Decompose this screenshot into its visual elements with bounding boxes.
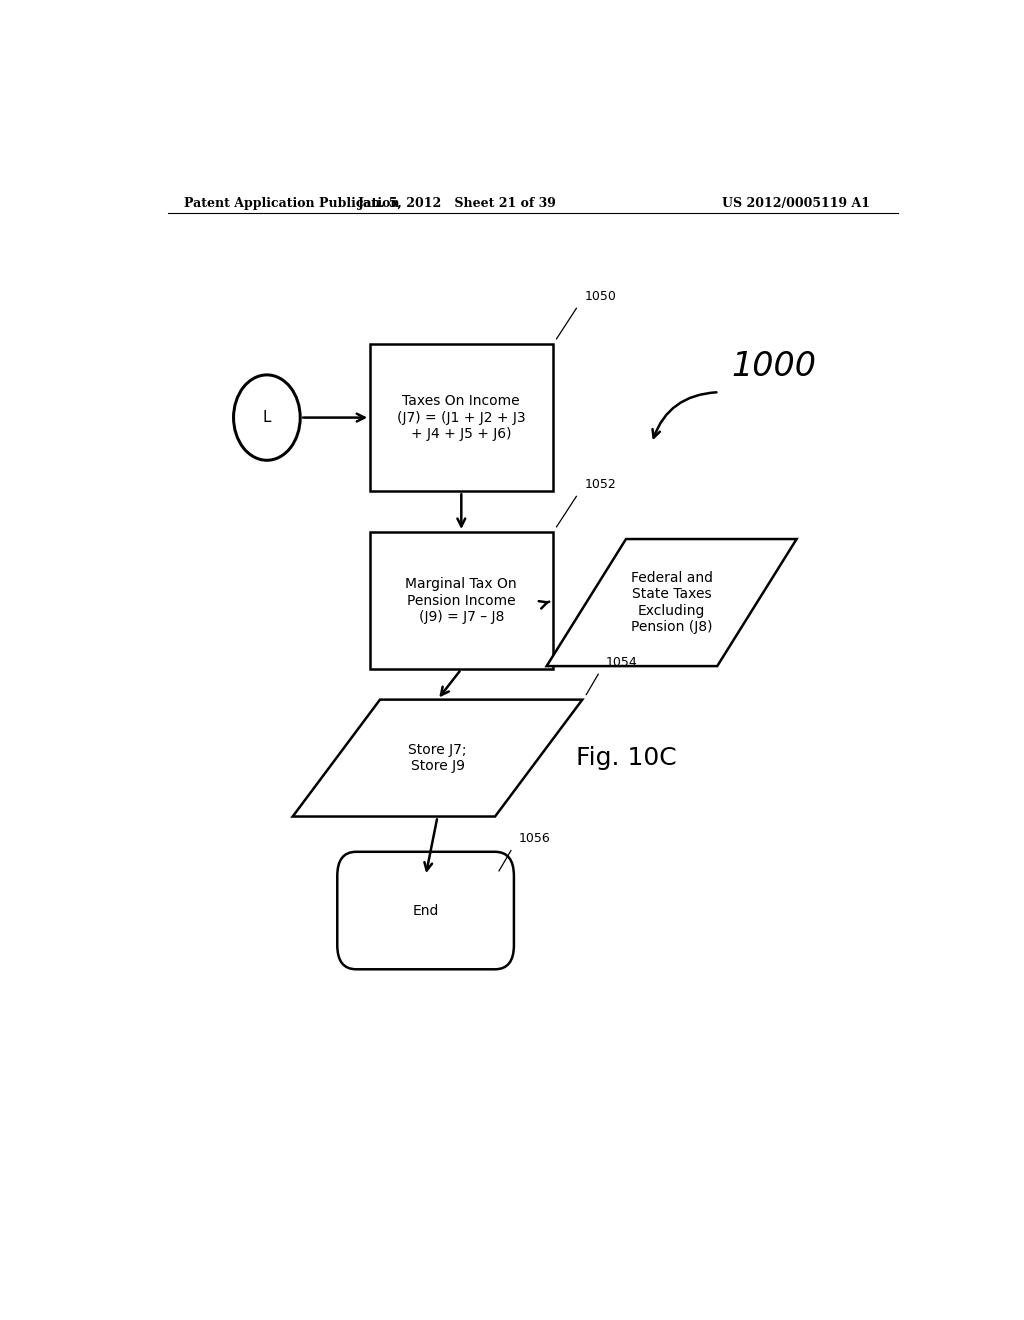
Text: 1000: 1000 — [731, 350, 816, 383]
FancyBboxPatch shape — [337, 851, 514, 969]
Text: End: End — [413, 903, 439, 917]
Text: 1050: 1050 — [585, 290, 616, 304]
Text: Store J7;
Store J9: Store J7; Store J9 — [409, 743, 467, 774]
Text: US 2012/0005119 A1: US 2012/0005119 A1 — [722, 197, 870, 210]
Text: Patent Application Publication: Patent Application Publication — [183, 197, 399, 210]
Polygon shape — [547, 539, 797, 667]
Text: 1054: 1054 — [606, 656, 638, 669]
FancyBboxPatch shape — [370, 532, 553, 669]
Text: Fig. 10C: Fig. 10C — [577, 746, 677, 770]
FancyBboxPatch shape — [370, 345, 553, 491]
Text: 1052: 1052 — [585, 478, 616, 491]
Text: 1056: 1056 — [519, 833, 551, 846]
Text: Marginal Tax On
Pension Income
(J9) = J7 – J8: Marginal Tax On Pension Income (J9) = J7… — [406, 577, 517, 624]
Text: L: L — [262, 411, 271, 425]
Text: Jan. 5, 2012   Sheet 21 of 39: Jan. 5, 2012 Sheet 21 of 39 — [358, 197, 557, 210]
Polygon shape — [293, 700, 583, 817]
FancyArrowPatch shape — [652, 392, 717, 438]
Text: Federal and
State Taxes
Excluding
Pension (J8): Federal and State Taxes Excluding Pensio… — [631, 572, 713, 634]
Text: Taxes On Income
(J7) = (J1 + J2 + J3
+ J4 + J5 + J6): Taxes On Income (J7) = (J1 + J2 + J3 + J… — [397, 395, 525, 441]
